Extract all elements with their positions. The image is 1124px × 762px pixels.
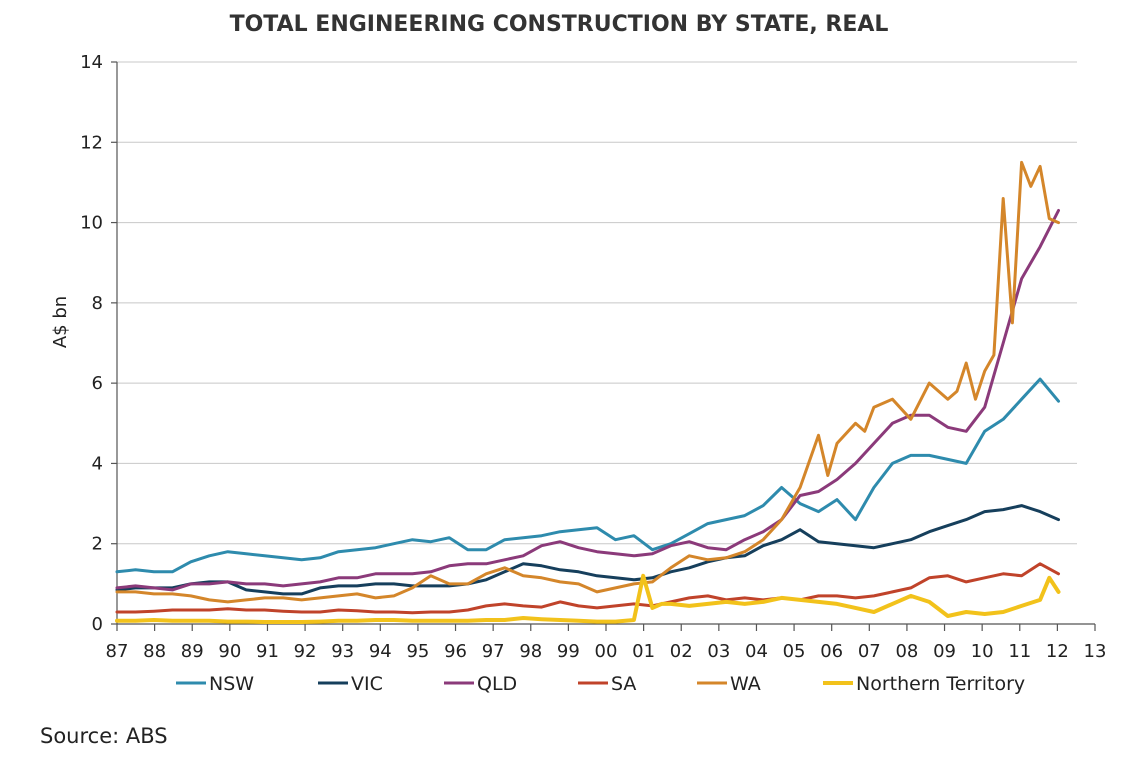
x-tick-label: 89 [181, 641, 204, 662]
line-chart: TOTAL ENGINEERING CONSTRUCTION BY STATE,… [50, 12, 1107, 695]
x-tick-label: 08 [895, 641, 918, 662]
y-tick-label: 10 [80, 213, 103, 234]
series-line-wa [115, 160, 1060, 604]
x-tick-label: 87 [106, 641, 129, 662]
x-tick-label: 90 [218, 641, 241, 662]
y-tick-label: 0 [92, 614, 103, 635]
x-tick-label: 93 [331, 641, 354, 662]
series-lines [115, 160, 1061, 624]
x-tick-label: 94 [369, 641, 392, 662]
legend-label-wa: WA [730, 673, 761, 695]
x-tick-label: 03 [707, 641, 730, 662]
series-line-qld [115, 209, 1060, 592]
y-tick-labels: 0 2 4 6 8 10 12 14 [80, 52, 103, 635]
legend-label-sa: SA [611, 673, 636, 695]
x-tick-label: 10 [971, 641, 994, 662]
y-tick-label: 4 [92, 453, 103, 474]
series-line-sa [115, 562, 1060, 615]
legend-label-qld: QLD [477, 673, 517, 695]
axes [111, 61, 1096, 631]
chart-title: TOTAL ENGINEERING CONSTRUCTION BY STATE,… [230, 12, 889, 37]
x-tick-label: 88 [143, 641, 166, 662]
series-line-vic [115, 504, 1060, 596]
series-line-nsw [115, 377, 1060, 574]
y-tick-label: 8 [92, 293, 103, 314]
gridlines [117, 61, 1077, 545]
x-tick-labels: 87 88 89 90 91 92 93 94 95 96 97 98 99 00 01 02 03 04 05 06… [106, 641, 1107, 662]
x-tick-label: 02 [670, 641, 693, 662]
source-note: Source: ABS [40, 724, 168, 748]
y-tick-label: 12 [80, 132, 103, 153]
x-tick-label: 04 [745, 641, 768, 662]
legend-label-vic: VIC [351, 673, 383, 695]
x-tick-label: 96 [444, 641, 467, 662]
x-tick-label: 99 [557, 641, 580, 662]
x-tick-label: 09 [933, 641, 956, 662]
x-tick-label: 00 [595, 641, 618, 662]
x-tick-label: 92 [294, 641, 317, 662]
x-tick-label: 95 [406, 641, 429, 662]
y-tick-label: 14 [80, 52, 103, 73]
legend-label-nsw: NSW [209, 673, 254, 695]
x-tick-label: 05 [783, 641, 806, 662]
x-tick-label: 07 [858, 641, 881, 662]
series-line-northern-territory [115, 573, 1061, 624]
y-tick-label: 6 [92, 373, 103, 394]
x-tick-label: 11 [1008, 641, 1031, 662]
x-tick-label: 06 [820, 641, 843, 662]
x-tick-label: 91 [256, 641, 279, 662]
x-tick-label: 12 [1046, 641, 1069, 662]
y-axis-label: A$ bn [50, 296, 71, 348]
x-tick-label: 98 [519, 641, 542, 662]
x-tick-label: 01 [632, 641, 655, 662]
legend: NSW VIC QLD SA WA Northern Territory [176, 673, 1025, 695]
y-tick-label: 2 [92, 534, 103, 555]
x-tick-label: 97 [482, 641, 505, 662]
legend-label-northern-territory: Northern Territory [856, 673, 1025, 695]
x-tick-label: 13 [1084, 641, 1107, 662]
